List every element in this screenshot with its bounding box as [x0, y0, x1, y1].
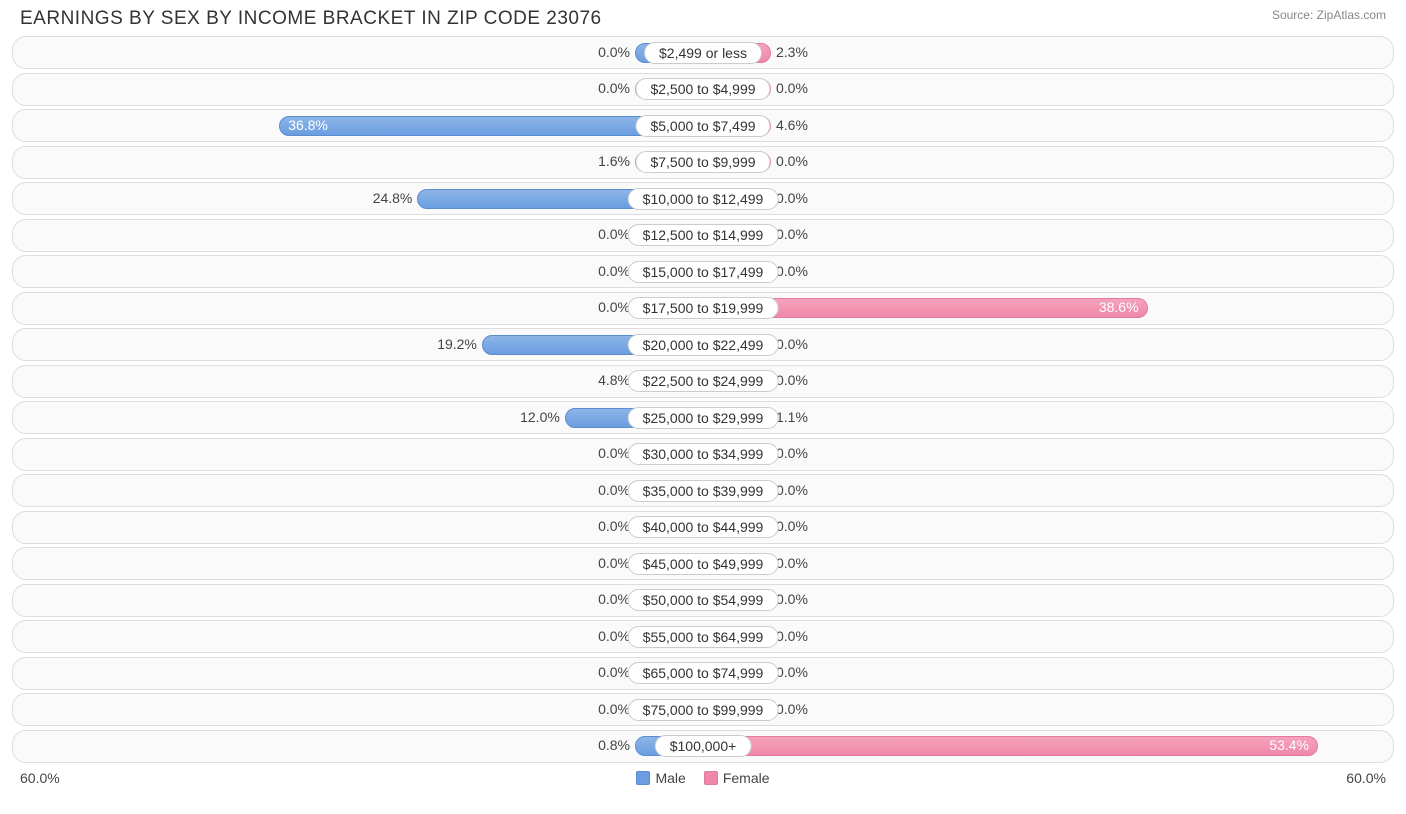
- bracket-label: $2,500 to $4,999: [635, 78, 770, 100]
- male-value-label: 12.0%: [520, 409, 566, 425]
- bracket-label: $100,000+: [655, 735, 752, 757]
- chart-row: 0.0%0.0%$65,000 to $74,999: [12, 657, 1394, 690]
- chart-row: 0.8% 53.4% $100,000+: [12, 730, 1394, 763]
- female-swatch-icon: [704, 771, 718, 785]
- male-value-label: 24.8%: [373, 190, 419, 206]
- bracket-label: $65,000 to $74,999: [628, 662, 779, 684]
- male-value-label: 0.8%: [598, 737, 636, 753]
- axis-right-max: 60.0%: [1346, 770, 1386, 786]
- bracket-label: $35,000 to $39,999: [628, 480, 779, 502]
- female-value-label: 4.6%: [770, 117, 808, 133]
- male-value-label: 0.0%: [598, 44, 636, 60]
- chart-row: 1.6% 0.0%$7,500 to $9,999: [12, 146, 1394, 179]
- female-value-label: 0.0%: [770, 153, 808, 169]
- bracket-label: $40,000 to $44,999: [628, 516, 779, 538]
- chart-row: 0.0%38.6%$17,500 to $19,999: [12, 292, 1394, 325]
- female-value-label: 0.0%: [770, 80, 808, 96]
- chart-row: 0.0%0.0%$50,000 to $54,999: [12, 584, 1394, 617]
- chart-row: 24.8%0.0%$10,000 to $12,499: [12, 182, 1394, 215]
- chart-area: 0.0%2.3%$2,499 or less0.0%0.0%$2,500 to …: [0, 34, 1406, 763]
- female-value-label: 53.4%: [1269, 737, 1309, 753]
- legend-female-label: Female: [723, 770, 770, 786]
- chart-row: 0.0%0.0%$55,000 to $64,999: [12, 620, 1394, 653]
- legend: Male Female: [636, 770, 769, 786]
- bracket-label: $50,000 to $54,999: [628, 589, 779, 611]
- axis-left-max: 60.0%: [20, 770, 60, 786]
- chart-row: 19.2%0.0%$20,000 to $22,499: [12, 328, 1394, 361]
- bracket-label: $5,000 to $7,499: [635, 115, 770, 137]
- male-value-label: 36.8%: [288, 117, 328, 133]
- chart-row: 0.0%0.0%$40,000 to $44,999: [12, 511, 1394, 544]
- bracket-label: $25,000 to $29,999: [628, 407, 779, 429]
- chart-row: 0.0%0.0%$15,000 to $17,499: [12, 255, 1394, 288]
- chart-row: 12.0%1.1%$25,000 to $29,999: [12, 401, 1394, 434]
- chart-header: EARNINGS BY SEX BY INCOME BRACKET IN ZIP…: [0, 0, 1406, 34]
- bracket-label: $15,000 to $17,499: [628, 261, 779, 283]
- chart-row: 4.8%0.0%$22,500 to $24,999: [12, 365, 1394, 398]
- legend-item-female: Female: [704, 770, 770, 786]
- chart-row: 0.0%0.0%$45,000 to $49,999: [12, 547, 1394, 580]
- male-swatch-icon: [636, 771, 650, 785]
- bracket-label: $55,000 to $64,999: [628, 626, 779, 648]
- bracket-label: $2,499 or less: [644, 42, 762, 64]
- bracket-label: $45,000 to $49,999: [628, 553, 779, 575]
- chart-row: 0.0%0.0%$75,000 to $99,999: [12, 693, 1394, 726]
- chart-row: 36.8% 4.6%$5,000 to $7,499: [12, 109, 1394, 142]
- chart-source: Source: ZipAtlas.com: [1272, 8, 1386, 22]
- chart-row: 0.0%0.0%$30,000 to $34,999: [12, 438, 1394, 471]
- chart-row: 0.0%0.0%$35,000 to $39,999: [12, 474, 1394, 507]
- bracket-label: $7,500 to $9,999: [635, 151, 770, 173]
- male-value-label: 0.0%: [598, 80, 636, 96]
- female-value-label: 38.6%: [1099, 299, 1139, 315]
- bracket-label: $75,000 to $99,999: [628, 699, 779, 721]
- bracket-label: $12,500 to $14,999: [628, 224, 779, 246]
- bracket-label: $17,500 to $19,999: [628, 297, 779, 319]
- chart-title: EARNINGS BY SEX BY INCOME BRACKET IN ZIP…: [20, 8, 602, 30]
- legend-item-male: Male: [636, 770, 685, 786]
- chart-row: 0.0%0.0%$12,500 to $14,999: [12, 219, 1394, 252]
- male-value-label: 1.6%: [598, 153, 636, 169]
- bracket-label: $22,500 to $24,999: [628, 370, 779, 392]
- male-value-label: 19.2%: [437, 336, 483, 352]
- chart-footer: 60.0% Male Female 60.0%: [0, 766, 1406, 786]
- chart-row: 0.0% 2.3% $2,499 or less: [12, 36, 1394, 69]
- chart-row: 0.0% 0.0%$2,500 to $4,999: [12, 73, 1394, 106]
- bracket-label: $10,000 to $12,499: [628, 188, 779, 210]
- legend-male-label: Male: [655, 770, 685, 786]
- bracket-label: $20,000 to $22,499: [628, 334, 779, 356]
- bracket-label: $30,000 to $34,999: [628, 443, 779, 465]
- female-value-label: 2.3%: [770, 44, 808, 60]
- female-bar: 53.4%: [703, 736, 1318, 756]
